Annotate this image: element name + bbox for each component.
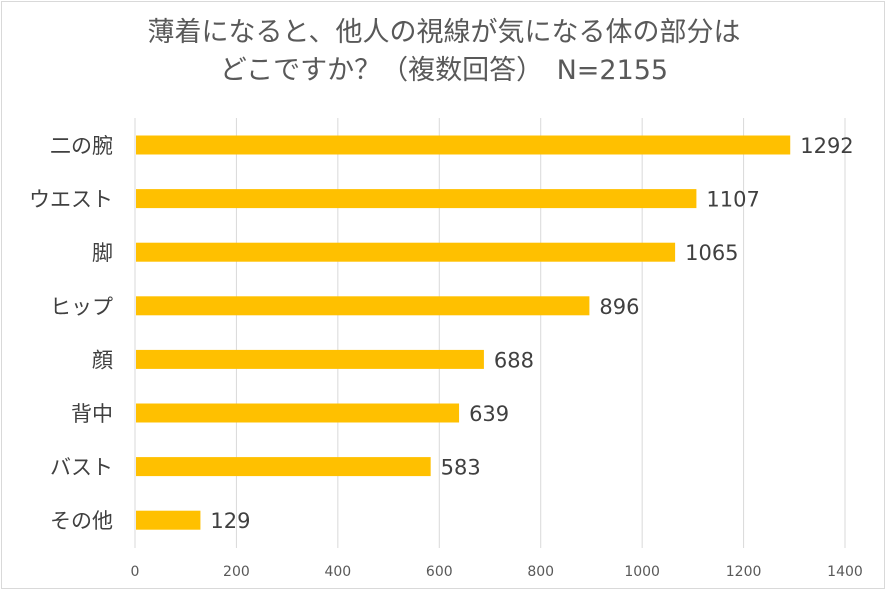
bar-0 [136,135,791,155]
value-label-5: 639 [469,402,509,426]
x-tick-label-7: 1400 [827,564,863,580]
bar-4 [136,349,484,369]
chart-title-line2: どこですか？（複数回答） N=2155 [219,55,669,86]
x-tick-label-4: 800 [527,564,554,580]
bar-6 [136,457,431,477]
value-label-7: 129 [210,509,250,533]
x-tick-label-3: 600 [426,564,453,580]
chart-title: 薄着になると、他人の視線が気になる体の部分は どこですか？（複数回答） N=21… [0,14,888,90]
value-label-4: 688 [494,348,534,372]
category-label-6: バスト [50,456,113,480]
category-label-0: 二の腕 [50,134,113,158]
category-label-1: ウエスト [29,188,113,212]
x-tick-labels: 0 200 400 600 800 1000 1200 1400 [131,564,863,580]
value-label-3: 896 [599,295,639,319]
bar-3 [136,296,590,316]
x-tick-label-0: 0 [131,564,140,580]
chart-title-line1: 薄着になると、他人の視線が気になる体の部分は [147,17,741,48]
bar-7 [136,510,201,530]
value-label-2: 1065 [685,241,738,265]
x-tick-label-2: 400 [324,564,351,580]
bar-1 [136,189,697,209]
category-label-2: 脚 [92,241,113,265]
x-tick-label-1: 200 [223,564,250,580]
category-label-5: 背中 [71,402,113,426]
x-tick-label-5: 1000 [624,564,660,580]
gridlines [134,118,846,548]
category-label-3: ヒップ [50,295,113,319]
value-label-1: 1107 [706,188,759,212]
bar-2 [136,242,676,262]
bar-5 [136,403,460,423]
category-label-4: 顔 [92,348,113,372]
value-label-6: 583 [441,456,481,480]
x-tick-label-6: 1200 [726,564,762,580]
value-label-0: 1292 [800,134,853,158]
bars [136,135,791,530]
value-labels: 1292 1107 1065 896 688 639 583 129 [210,134,853,533]
category-label-7: その他 [50,509,113,533]
